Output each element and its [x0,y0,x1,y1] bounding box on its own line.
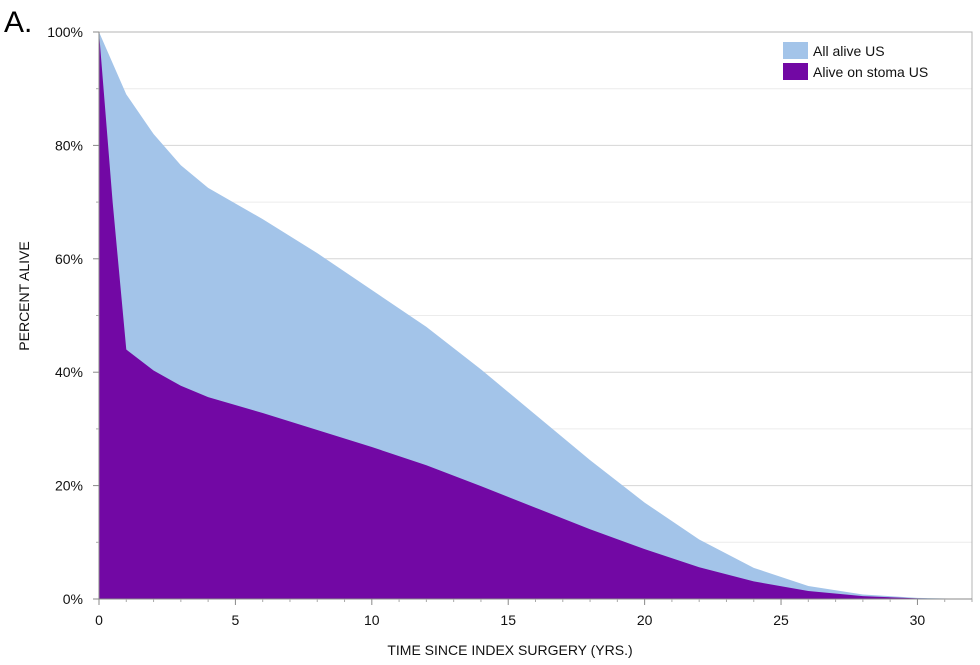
legend-entry-1: Alive on stoma US [813,64,928,80]
legend-entry-0: All alive US [813,43,885,59]
series-area-1 [99,32,972,599]
y-axis: 0% 20% 40% 60% 80% 100% [47,24,100,607]
x-tick-label: 10 [364,612,380,628]
legend-swatch-1 [783,63,808,80]
panel-label: A. [4,6,32,39]
x-tick-label: 5 [232,612,240,628]
legend-swatch-0 [783,42,808,59]
x-tick-label: 15 [500,612,516,628]
x-tick-label: 25 [773,612,789,628]
x-tick-label: 20 [637,612,653,628]
y-tick-label: 80% [55,137,83,153]
y-tick-label: 20% [55,478,83,494]
y-tick-label: 0% [63,591,83,607]
legend: All alive US Alive on stoma US [783,42,928,80]
y-tick-label: 100% [47,24,83,40]
x-axis-label: TIME SINCE INDEX SURGERY (YRS.) [387,642,632,658]
x-axis: 0 5 10 15 20 25 30 [95,598,973,628]
y-tick-label: 40% [55,364,83,380]
series-areas [99,32,972,599]
x-tick-label: 0 [95,612,103,628]
y-tick-label: 60% [55,251,83,267]
y-axis-label: PERCENT ALIVE [16,241,32,350]
x-tick-label: 30 [910,612,926,628]
